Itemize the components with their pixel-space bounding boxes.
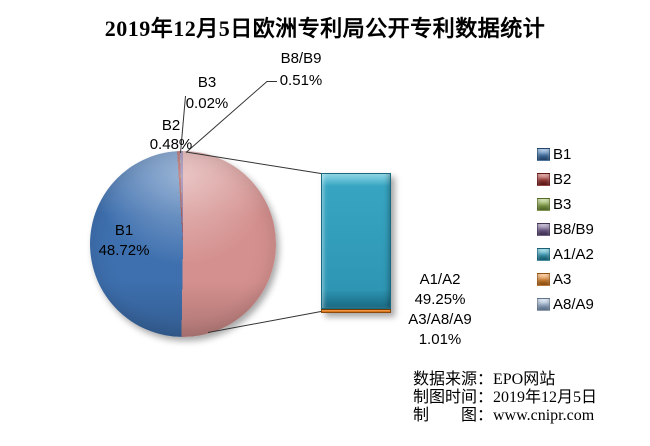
- legend-label: A3: [553, 271, 572, 288]
- legend-label: A8/A9: [553, 296, 594, 313]
- legend-swatch-icon: [537, 173, 550, 186]
- legend-label: B8/B9: [553, 221, 594, 238]
- legend-swatch-icon: [537, 273, 550, 286]
- legend-swatch-icon: [537, 248, 550, 261]
- data-label-b3: B3 0.02%: [185, 74, 229, 112]
- legend-item-b2: B2: [537, 167, 594, 192]
- legend-label: A1/A2: [553, 246, 594, 263]
- legend-item-b8b9: B8/B9: [537, 217, 594, 242]
- footer-credit: 制 图：www.cnipr.com: [413, 407, 595, 424]
- footer-date: 制图时间：2019年12月5日: [413, 389, 598, 406]
- legend-item-a1a2: A1/A2: [537, 242, 594, 267]
- legend-label: B1: [553, 146, 572, 163]
- data-label-b8b9: B8/B9 0.51%: [279, 50, 323, 89]
- chart-title: 2019年12月5日欧洲专利局公开专利数据统计: [104, 16, 546, 41]
- bar-of-pie: [321, 173, 391, 313]
- bar-segment-a3a8a9: [321, 309, 391, 313]
- legend-item-a3: A3: [537, 267, 594, 292]
- data-label-bar-group: A1/A2 49.25% A3/A8/A9 1.01%: [408, 271, 472, 348]
- footer: 数据来源：EPO网站 制图时间：2019年12月5日 制 图：www.cnipr…: [413, 371, 597, 425]
- legend-item-a8a9: A8/A9: [537, 292, 594, 317]
- legend-label: B3: [553, 196, 572, 213]
- legend-swatch-icon: [537, 223, 550, 236]
- footer-source: 数据来源：EPO网站: [413, 371, 556, 388]
- legend-swatch-icon: [537, 298, 550, 311]
- legend-label: B2: [553, 171, 572, 188]
- legend-swatch-icon: [537, 148, 550, 161]
- legend-item-b1: B1: [537, 142, 594, 167]
- legend-item-b3: B3: [537, 192, 594, 217]
- bar-segment-a1a2: [321, 173, 391, 309]
- legend-swatch-icon: [537, 198, 550, 211]
- data-label-b1: B1 48.72%: [98, 222, 150, 259]
- legend: B1 B2 B3 B8/B9 A1/A2 A3 A8/A9: [537, 142, 594, 317]
- data-label-b2: B2 0.48%: [149, 117, 193, 153]
